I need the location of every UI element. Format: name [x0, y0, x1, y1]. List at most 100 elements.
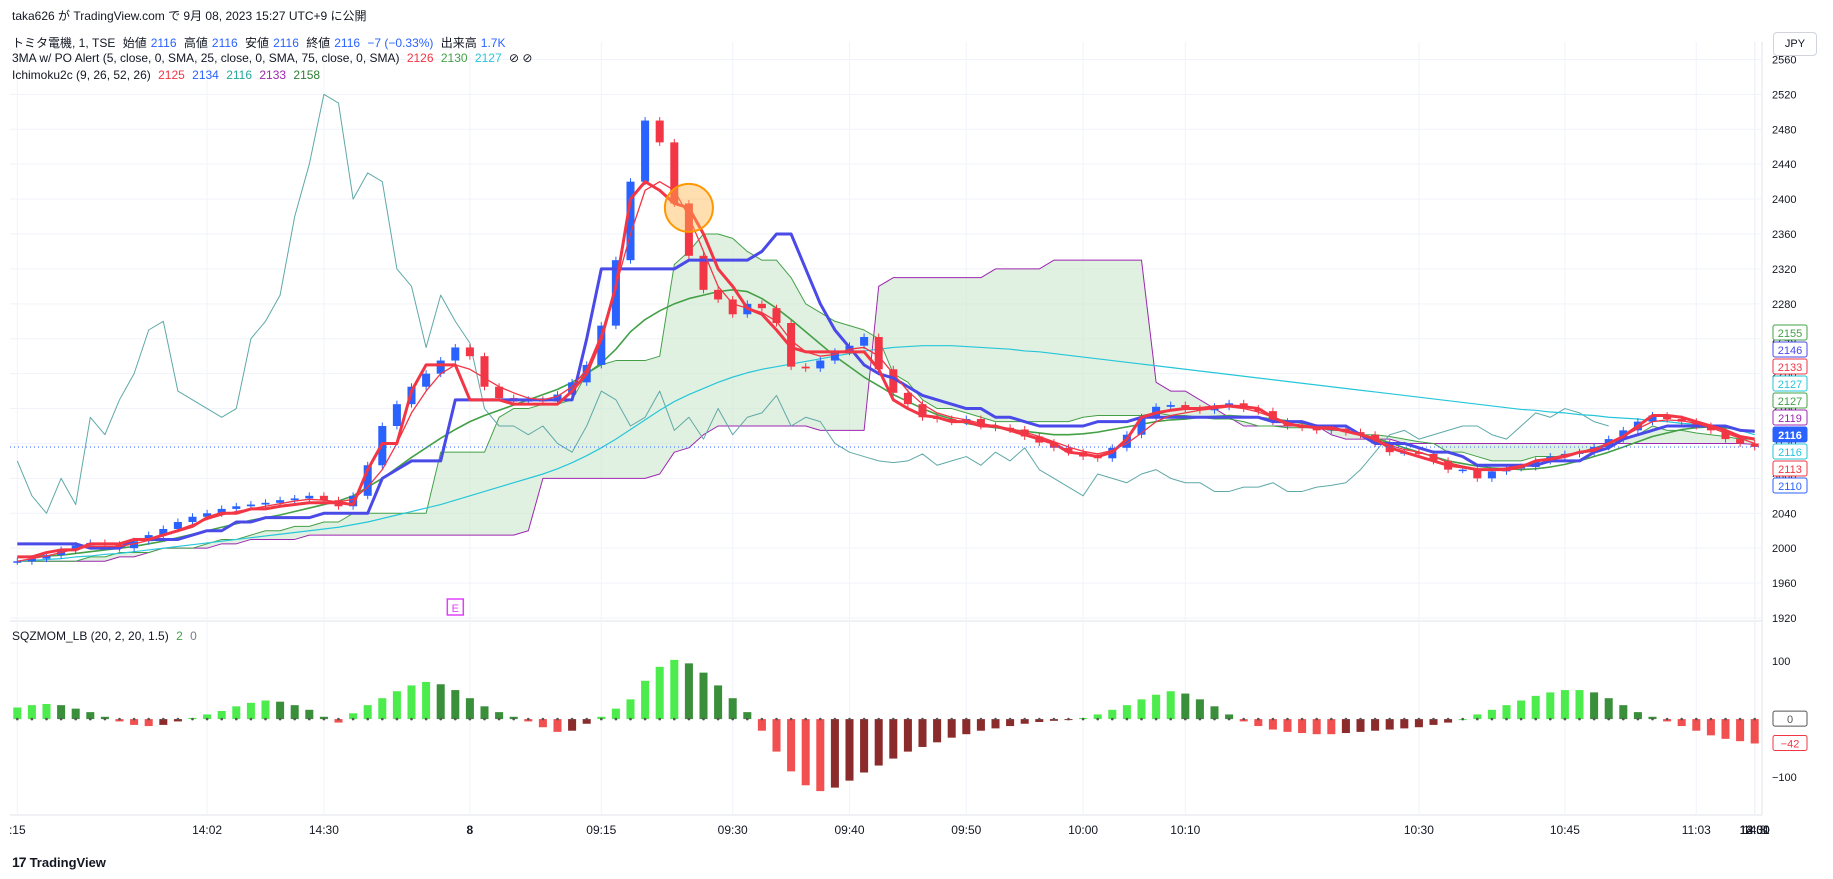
- candle-body: [451, 347, 460, 361]
- sqz-bar: [349, 713, 358, 720]
- sqz-bar: [13, 707, 22, 720]
- sqz-dot: [1067, 717, 1070, 721]
- price-tick-label: 1960: [1772, 578, 1796, 590]
- sqz-bar: [947, 719, 956, 738]
- sqz-bar: [1312, 719, 1321, 735]
- sqz-dot: [424, 717, 428, 721]
- sqz-bar: [334, 719, 343, 723]
- sqz-bar: [641, 680, 650, 720]
- sqz-dot: [162, 717, 165, 721]
- sqz-dot: [731, 717, 734, 721]
- time-tick-label: 8: [467, 823, 474, 837]
- sqz-dot: [176, 717, 180, 721]
- sqz-dot: [614, 717, 618, 721]
- time-tick-label: 09:50: [951, 823, 981, 837]
- sqz-bar: [1692, 719, 1701, 731]
- candle-body: [1181, 405, 1190, 409]
- candle-body: [1122, 434, 1131, 448]
- sqz-bar: [451, 690, 460, 720]
- sqz-dot: [512, 717, 515, 721]
- sqz-bar: [290, 705, 299, 720]
- sqz-bar: [71, 708, 80, 720]
- candle-body: [1648, 415, 1657, 422]
- sqz-dot: [789, 717, 793, 721]
- candle-body: [203, 513, 212, 517]
- sqz-dot: [1096, 717, 1099, 721]
- sqz-bar: [1736, 719, 1745, 742]
- sqz-bar: [407, 685, 416, 720]
- sqz-bar: [1531, 695, 1540, 720]
- candle-body: [1137, 417, 1146, 435]
- sqz-dot: [819, 717, 822, 721]
- sqz-dot: [1592, 717, 1596, 721]
- sqz-bar: [1502, 705, 1511, 720]
- sqz-dot: [1081, 717, 1085, 721]
- sqz-bar: [1225, 714, 1234, 720]
- sqz-dot: [1008, 717, 1012, 721]
- sqz-bar: [1560, 690, 1569, 720]
- ma-legend[interactable]: 3MA w/ PO Alert (5, close, 0, SMA, 25, c…: [12, 51, 533, 65]
- sqz-dot: [1549, 717, 1552, 721]
- sqz-dot: [950, 717, 953, 721]
- sqz-dot: [1417, 717, 1421, 721]
- candle-body: [626, 181, 635, 261]
- sqz-dot: [1578, 717, 1581, 721]
- currency-button[interactable]: JPY: [1773, 32, 1817, 56]
- sqz-dot: [556, 717, 559, 721]
- sqz-dot: [1534, 717, 1537, 721]
- sqz-bar: [1604, 698, 1613, 720]
- sqz-bar: [57, 705, 66, 720]
- ma-slow-line: [17, 345, 1755, 562]
- sqz-bar: [422, 681, 431, 720]
- sqz-bar: [246, 702, 255, 720]
- sqz-tag: [1772, 734, 1808, 751]
- sqz-bar: [1254, 719, 1263, 727]
- sqz-bar: [1414, 719, 1423, 728]
- sqz-dot: [1753, 717, 1756, 721]
- time-tick-label: :15: [9, 823, 26, 837]
- sqz-dot: [322, 717, 326, 721]
- sqz-bar: [582, 719, 591, 724]
- sqz-bar: [860, 719, 869, 773]
- sqz-bar: [976, 719, 985, 731]
- sqz-tag: [1772, 710, 1808, 727]
- sqz-dot: [132, 717, 136, 721]
- sqz-bar: [217, 710, 226, 720]
- sqz-bar: [670, 659, 679, 720]
- candle-body: [480, 356, 489, 387]
- candle-body: [276, 500, 285, 503]
- candle-body: [757, 303, 766, 309]
- sqz-dot: [1695, 717, 1698, 721]
- sqz-bar: [276, 701, 285, 720]
- candle-body: [1414, 452, 1423, 454]
- candle-body: [392, 404, 401, 426]
- sqz-dot: [1373, 717, 1377, 721]
- candle-body: [159, 528, 168, 536]
- sqz-bar: [626, 699, 635, 720]
- candle-body: [801, 366, 810, 369]
- price-tick-label: 2400: [1772, 194, 1796, 206]
- sqz-dot: [877, 717, 880, 721]
- sqz-bar: [1093, 714, 1102, 720]
- price-tick-label: 2560: [1772, 54, 1796, 66]
- sqz-bar: [1619, 705, 1628, 720]
- sqz-dot: [337, 717, 340, 721]
- candle-body: [655, 120, 664, 143]
- sqz-bar: [1633, 712, 1642, 720]
- sqz-dot: [643, 717, 647, 721]
- sqz-dot: [775, 717, 778, 721]
- ichimoku-legend[interactable]: Ichimoku2c (9, 26, 52, 26) 2125 2134 211…: [12, 68, 321, 82]
- price-tag-label: 2146: [1778, 345, 1802, 357]
- sqz-dot: [1052, 717, 1056, 721]
- sqz-legend[interactable]: SQZMOM_LB (20, 2, 20, 1.5) 2 0: [12, 629, 197, 643]
- sqz-bar: [933, 719, 942, 743]
- tenkan-line: [17, 180, 1755, 559]
- sqz-dot: [1563, 717, 1567, 721]
- sqz-dot: [1680, 717, 1683, 721]
- sqz-bar: [714, 685, 723, 720]
- candle-body: [1473, 469, 1482, 479]
- sqz-dot: [1636, 717, 1640, 721]
- sqz-bar: [538, 719, 547, 728]
- sqz-dot: [1257, 717, 1260, 721]
